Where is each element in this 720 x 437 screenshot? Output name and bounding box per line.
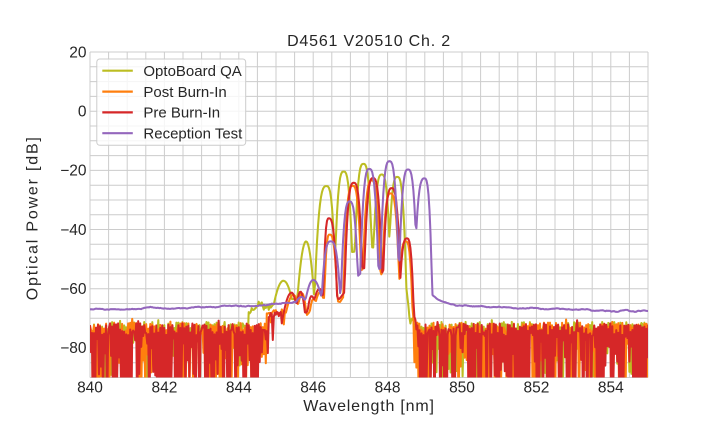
svg-text:OptoBoard QA: OptoBoard QA [143,63,241,80]
svg-text:−80: −80 [60,340,87,357]
svg-text:−60: −60 [60,281,87,298]
svg-text:0: 0 [78,104,87,121]
svg-text:−20: −20 [60,163,87,180]
svg-text:Post Burn-In: Post Burn-In [143,84,226,101]
svg-text:852: 852 [523,380,549,397]
svg-text:Reception Test: Reception Test [143,126,243,143]
svg-text:Pre Burn-In: Pre Burn-In [143,105,220,122]
svg-text:840: 840 [77,380,103,397]
svg-text:Wavelength [nm]: Wavelength [nm] [303,398,434,415]
svg-text:848: 848 [375,380,401,397]
svg-text:Optical Power [dB]: Optical Power [dB] [25,135,42,300]
svg-text:D4561 V20510 Ch. 2: D4561 V20510 Ch. 2 [287,33,451,50]
svg-text:844: 844 [226,380,252,397]
svg-text:854: 854 [598,380,624,397]
svg-text:842: 842 [151,380,177,397]
svg-text:20: 20 [69,44,87,61]
svg-text:850: 850 [449,380,475,397]
svg-text:−40: −40 [60,222,87,239]
svg-text:846: 846 [300,380,326,397]
